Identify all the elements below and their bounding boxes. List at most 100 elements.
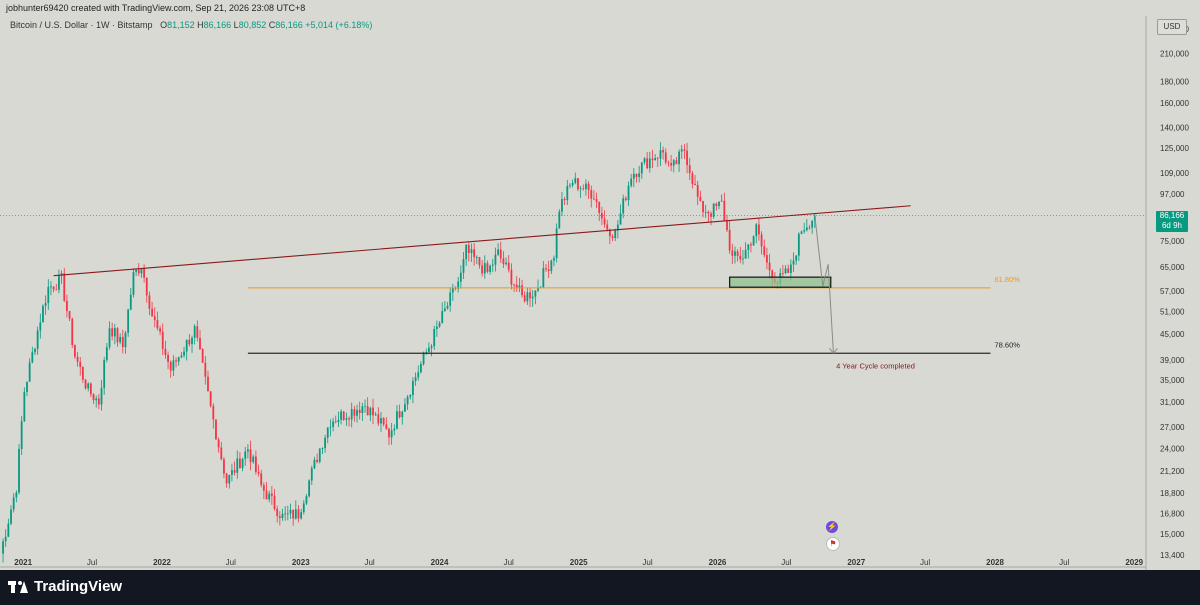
y-tick-label: 51,000	[1160, 307, 1185, 316]
candle-body	[614, 230, 617, 238]
candle-body	[771, 270, 774, 279]
candle-body	[196, 326, 199, 338]
candle-body	[95, 398, 98, 401]
event-lightning-icon[interactable]: ⚡	[826, 521, 838, 533]
candle-body	[555, 228, 558, 259]
fib-level-label: 78.60%	[994, 340, 1020, 349]
candle-body	[563, 198, 566, 201]
candle-body	[286, 513, 289, 515]
candle-body	[201, 349, 204, 363]
y-tick-label: 45,000	[1160, 330, 1185, 339]
x-tick-label: Jul	[920, 558, 930, 567]
candle-body	[28, 362, 31, 382]
candle-body	[489, 265, 492, 272]
candle-body	[534, 290, 537, 297]
candle-body	[137, 269, 140, 274]
candle-body	[143, 268, 146, 278]
candle-body	[683, 149, 686, 151]
candle-body	[595, 199, 598, 202]
y-tick-label: 180,000	[1160, 77, 1189, 86]
y-tick-label: 140,000	[1160, 123, 1189, 132]
candle-body	[58, 275, 60, 290]
candle-body	[228, 474, 231, 484]
candle-body	[401, 411, 404, 418]
candles	[2, 142, 816, 563]
candle-body	[132, 271, 135, 295]
candle-body	[600, 213, 603, 219]
candle-body	[699, 196, 702, 201]
candle-body	[313, 459, 316, 469]
candle-body	[390, 430, 393, 438]
y-tick-label: 21,200	[1160, 467, 1185, 476]
candle-body	[672, 160, 675, 166]
candle-body	[457, 281, 460, 289]
candle-body	[622, 198, 625, 214]
candle-body	[425, 352, 428, 353]
candle-body	[616, 224, 619, 231]
candle-body	[723, 200, 726, 221]
candle-body	[42, 305, 44, 323]
candle-body	[318, 448, 321, 462]
candle-body	[66, 300, 68, 312]
candle-body	[481, 265, 484, 274]
candle-body	[145, 277, 148, 296]
candle-body	[582, 188, 585, 190]
y-tick-label: 16,800	[1160, 510, 1185, 519]
candle-body	[763, 246, 766, 256]
candle-body	[459, 272, 462, 282]
candle-body	[643, 158, 646, 163]
candle-body	[696, 185, 699, 197]
candle-body	[435, 326, 438, 329]
candle-body	[566, 186, 569, 201]
candle-body	[364, 406, 366, 407]
candle-body	[39, 322, 42, 331]
tradingview-logo[interactable]: TradingView	[8, 578, 122, 595]
candle-body	[473, 249, 476, 258]
currency-button[interactable]: USD	[1157, 19, 1187, 35]
y-tick-label: 35,000	[1160, 376, 1185, 385]
candle-body	[172, 360, 175, 371]
candle-body	[694, 183, 696, 186]
candle-body	[105, 347, 108, 361]
candle-body	[223, 459, 225, 474]
candle-body	[148, 295, 151, 309]
candle-body	[262, 485, 265, 491]
x-tick-label: Jul	[364, 558, 374, 567]
candle-body	[710, 213, 712, 217]
candle-body	[342, 411, 345, 420]
candle-body	[113, 328, 116, 337]
candle-body	[678, 151, 680, 165]
candle-body	[603, 218, 606, 225]
candle-body	[321, 448, 324, 449]
candle-body	[100, 388, 103, 405]
y-tick-label: 15,000	[1160, 530, 1185, 539]
last-price-value: 86,166	[1159, 211, 1185, 220]
candle-body	[662, 150, 665, 153]
event-flag-icon[interactable]: ⚑	[826, 537, 840, 551]
candle-body	[60, 273, 63, 276]
candle-body	[744, 249, 747, 259]
candle-body	[199, 337, 201, 350]
candle-body	[2, 541, 4, 554]
candle-body	[438, 322, 441, 327]
x-tick-label: Jul	[226, 558, 236, 567]
candle-body	[177, 357, 180, 362]
projection-path	[814, 215, 834, 354]
y-tick-label: 65,000	[1160, 263, 1185, 272]
candle-body	[366, 406, 369, 416]
candle-body	[348, 418, 350, 420]
candle-body	[569, 185, 571, 187]
y-tick-label: 39,000	[1160, 356, 1185, 365]
price-chart[interactable]: 61.80% 78.60% 4 Year Cycle completed 13,40…	[0, 16, 1200, 570]
high-value: 86,166	[203, 20, 232, 30]
candle-body	[505, 262, 507, 265]
candle-body	[15, 492, 18, 498]
x-tick-label: Jul	[504, 558, 514, 567]
candle-body	[257, 471, 260, 474]
candle-body	[231, 470, 233, 475]
candle-body	[646, 158, 649, 169]
candle-body	[449, 292, 452, 306]
candle-body	[606, 224, 609, 230]
candle-body	[574, 178, 577, 183]
candle-body	[635, 173, 638, 177]
